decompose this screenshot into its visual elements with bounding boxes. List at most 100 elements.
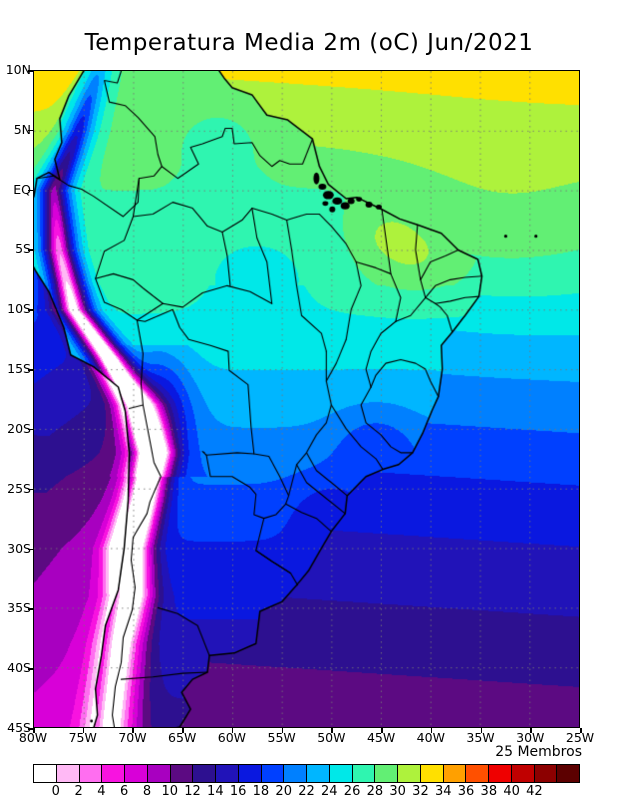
- colorbar-tick-label: 18: [252, 784, 270, 799]
- longitude-tick-label: 25W: [565, 730, 595, 745]
- temperature-contour-canvas: [34, 71, 579, 727]
- latitude-tick-label: 40S: [7, 660, 31, 676]
- latitude-tick-mark: [28, 548, 33, 551]
- longitude-tick-mark: [331, 728, 333, 733]
- latitude-tick-label: 15S: [7, 361, 31, 377]
- colorbar-swatch: [307, 765, 330, 782]
- longitude-tick-label: 75W: [68, 730, 97, 745]
- page-title: Temperatura Media 2m (oC) Jun/2021: [84, 30, 534, 56]
- colorbar-swatch: [147, 765, 171, 782]
- colorbar-swatch: [489, 765, 512, 782]
- colorbar-swatch: [443, 765, 467, 782]
- latitude-tick-mark: [28, 608, 33, 610]
- longitude-tick-label: 70W: [118, 730, 147, 745]
- colorbar-tick-label: 30: [389, 784, 406, 799]
- colorbar-tick-label: 38: [480, 784, 498, 799]
- colorbar-tick-label: 14: [207, 784, 224, 799]
- map-plot-area: [33, 70, 580, 728]
- longitude-tick-mark: [480, 728, 483, 733]
- colorbar: [33, 764, 580, 783]
- longitude-tick-mark: [182, 728, 184, 733]
- colorbar-tick-label: 26: [343, 784, 361, 799]
- colorbar-tick-label: 16: [229, 784, 247, 799]
- latitude-tick-label: 20S: [7, 420, 31, 436]
- longitude-tick-label: 65W: [168, 730, 197, 745]
- colorbar-swatch: [216, 765, 239, 782]
- colorbar-swatch: [170, 765, 194, 782]
- colorbar-tick-label: 32: [412, 784, 429, 799]
- colorbar-tick-label: 0: [51, 784, 60, 799]
- colorbar-tick-labels: 0 2 4 6 8 10 12 14 16 18 20 22 24 26 28 30 32 34 36 38 40 42: [33, 784, 580, 800]
- ensemble-members-label: 25 Membros: [495, 744, 582, 760]
- latitude-tick-mark: [28, 488, 33, 491]
- latitude-tick-label: 5N: [13, 121, 31, 137]
- latitude-tick-mark: [28, 668, 33, 670]
- longitude-tick-label: 35W: [466, 730, 495, 745]
- colorbar-swatch: [352, 765, 376, 782]
- longitude-tick-label: 60W: [217, 730, 247, 745]
- colorbar-swatch: [511, 765, 535, 782]
- colorbar-swatch: [398, 765, 421, 782]
- latitude-tick-mark: [28, 189, 33, 192]
- latitude-tick-mark: [28, 428, 33, 431]
- longitude-tick-label: 80W: [18, 730, 48, 745]
- colorbar-tick-label: 4: [97, 784, 106, 799]
- latitude-tick-label: 30S: [7, 540, 31, 556]
- colorbar-swatch: [79, 765, 103, 782]
- latitude-tick-mark: [28, 369, 33, 371]
- colorbar-tick-label: 8: [142, 784, 152, 799]
- latitude-tick-mark: [28, 129, 33, 132]
- latitude-tick-label: 10S: [7, 301, 31, 317]
- colorbar-tick-label: 24: [321, 784, 338, 799]
- colorbar-tick-label: 34: [434, 784, 452, 799]
- latitude-tick-label: EQ: [13, 181, 31, 197]
- longitude-tick-mark: [530, 728, 532, 733]
- latitude-tick-mark: [28, 728, 33, 730]
- longitude-tick-label: 40W: [416, 730, 445, 745]
- colorbar-swatch: [56, 765, 80, 782]
- colorbar-tick-label: 10: [161, 784, 179, 799]
- longitude-tick-mark: [381, 728, 383, 733]
- latitude-tick-label: 25S: [7, 480, 31, 496]
- longitude-tick-mark: [231, 728, 234, 733]
- latitude-tick-mark: [28, 249, 33, 251]
- colorbar-tick-label: 28: [366, 784, 384, 799]
- colorbar-swatch: [193, 765, 216, 782]
- colorbar-swatch: [34, 765, 57, 782]
- latitude-tick-mark: [28, 70, 33, 72]
- longitude-tick-mark: [132, 728, 134, 733]
- colorbar-swatch: [329, 765, 353, 782]
- latitude-tick-label: 5S: [15, 241, 31, 257]
- latitude-tick-label: 45S: [7, 720, 31, 735]
- colorbar-swatch: [375, 765, 398, 782]
- longitude-tick-label: 55W: [267, 730, 296, 745]
- latitude-tick-label: 10N: [5, 62, 31, 77]
- colorbar-tick-label: 20: [275, 784, 292, 799]
- longitude-tick-label: 45W: [366, 730, 396, 745]
- colorbar-tick-label: 40: [503, 784, 520, 799]
- colorbar-tick-label: 6: [120, 784, 129, 799]
- longitude-tick-label: 50W: [317, 730, 346, 745]
- colorbar-tick-label: 2: [74, 784, 83, 799]
- longitude-tick-mark: [82, 728, 85, 733]
- colorbar-swatch: [238, 765, 262, 782]
- colorbar-tick-label: 36: [457, 784, 475, 799]
- longitude-tick-mark: [430, 728, 433, 733]
- colorbar-swatch: [534, 765, 558, 782]
- longitude-tick-mark: [281, 728, 284, 733]
- colorbar-swatch: [557, 765, 579, 782]
- colorbar-swatch: [466, 765, 489, 782]
- latitude-tick-mark: [28, 309, 33, 311]
- longitude-tick-label: 30W: [516, 730, 545, 745]
- colorbar-tick-label: 42: [526, 784, 543, 799]
- colorbar-swatch: [102, 765, 125, 782]
- colorbar-tick-label: 12: [184, 784, 201, 799]
- colorbar-swatch: [125, 765, 148, 782]
- colorbar-swatch: [420, 765, 444, 782]
- longitude-tick-mark: [33, 728, 35, 733]
- colorbar-tick-label: 22: [298, 784, 315, 799]
- longitude-tick-mark: [580, 728, 582, 733]
- latitude-tick-label: 35S: [7, 600, 31, 616]
- colorbar-swatch: [284, 765, 307, 782]
